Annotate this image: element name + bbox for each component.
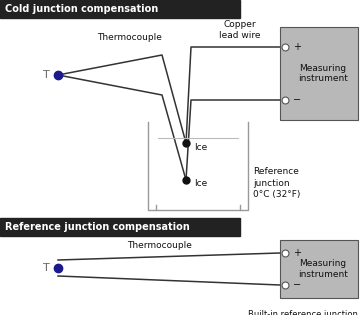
Bar xyxy=(0,218,240,236)
Text: Built-in reference junction
compensation circuit: Built-in reference junction compensation… xyxy=(248,310,358,315)
Text: Measuring
instrument: Measuring instrument xyxy=(298,64,348,83)
Text: Copper
lead wire: Copper lead wire xyxy=(219,20,261,40)
Text: +: + xyxy=(293,42,301,52)
Text: −: − xyxy=(293,95,301,105)
Text: T: T xyxy=(43,70,50,80)
Text: T: T xyxy=(43,263,50,273)
Text: Reference
junction
0°C (32°F): Reference junction 0°C (32°F) xyxy=(253,167,300,198)
Text: Measuring
instrument: Measuring instrument xyxy=(298,259,348,279)
Text: Ice: Ice xyxy=(194,144,207,152)
Text: +: + xyxy=(293,248,301,258)
Text: Ice: Ice xyxy=(194,179,207,187)
Bar xyxy=(0,0,240,18)
Bar xyxy=(280,240,358,298)
Text: Thermocouple: Thermocouple xyxy=(98,33,162,43)
Text: Thermocouple: Thermocouple xyxy=(127,242,193,250)
Text: Reference junction compensation: Reference junction compensation xyxy=(5,222,190,232)
Text: −: − xyxy=(293,280,301,290)
Text: Cold junction compensation: Cold junction compensation xyxy=(5,4,158,14)
Bar xyxy=(280,27,358,120)
